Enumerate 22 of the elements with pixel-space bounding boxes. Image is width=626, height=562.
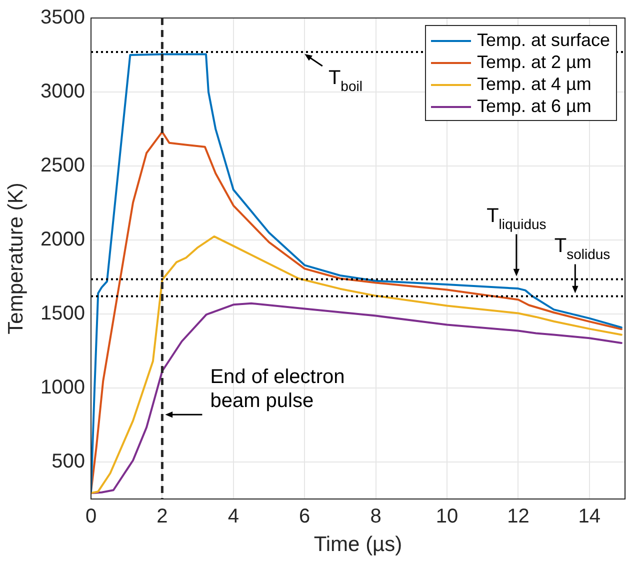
y-tick-label: 1000 — [40, 376, 85, 399]
x-tick-label: 8 — [370, 506, 382, 528]
x-tick-label: 10 — [436, 506, 458, 528]
y-tick-label: 2000 — [40, 228, 85, 251]
y-tick-label: 3500 — [40, 6, 85, 29]
legend-label: Temp. at surface — [477, 30, 610, 50]
ref-line-label: End of electron beam pulse — [210, 366, 345, 412]
x-axis-title: Time (µs) — [314, 533, 402, 556]
legend-label: Temp. at 2 µm — [477, 52, 592, 72]
x-tick-label: 12 — [507, 506, 530, 528]
x-tick-label: 6 — [299, 506, 310, 528]
x-tick-label: 0 — [85, 506, 97, 528]
legend-label: Temp. at 4 µm — [477, 74, 592, 94]
legend-label: Temp. at 6 µm — [477, 96, 592, 116]
y-tick-label: 3000 — [40, 80, 85, 103]
y-tick-label: 1500 — [40, 302, 85, 325]
x-tick-label: 14 — [578, 506, 601, 528]
y-tick-label: 2500 — [40, 154, 85, 177]
x-tick-label: 2 — [156, 506, 168, 528]
y-tick-label: 500 — [52, 450, 85, 473]
y-axis-title: Temperature (K) — [4, 182, 28, 334]
x-tick-label: 4 — [228, 506, 239, 528]
